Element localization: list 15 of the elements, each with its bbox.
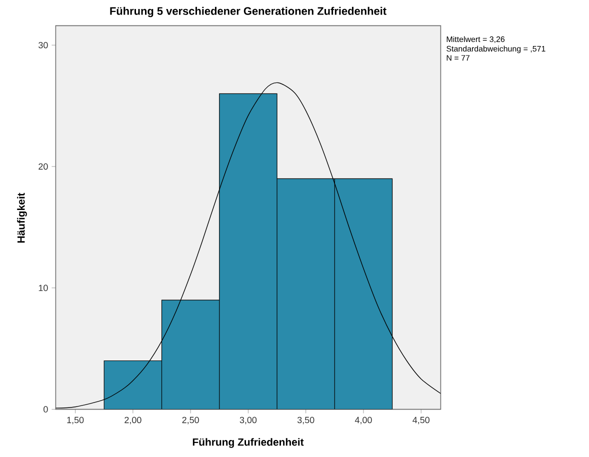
y-tick-label: 20 [38, 163, 48, 170]
x-tick-label: 3,50 [297, 416, 314, 424]
x-tick-label: 3,00 [240, 416, 257, 424]
y-tick-label: 30 [38, 42, 48, 48]
line-series [56, 82, 441, 408]
chart-title: Führung 5 verschiedener Generationen Zufriedenheit [110, 6, 386, 18]
x-tick-label: 2,50 [182, 416, 199, 424]
x-tick-label: 2,00 [124, 416, 142, 424]
y-tick-label: 10 [38, 284, 48, 292]
x-tick-label: 1,50 [67, 416, 84, 424]
x-tick-label: 4,00 [354, 416, 372, 424]
y-axis-title: Häufigkeit [17, 192, 27, 243]
x-tick-label: 4,50 [412, 416, 430, 424]
x-axis-title: Führung Zufriedenheit [192, 438, 304, 448]
y-tick-label: 0 [44, 406, 48, 412]
